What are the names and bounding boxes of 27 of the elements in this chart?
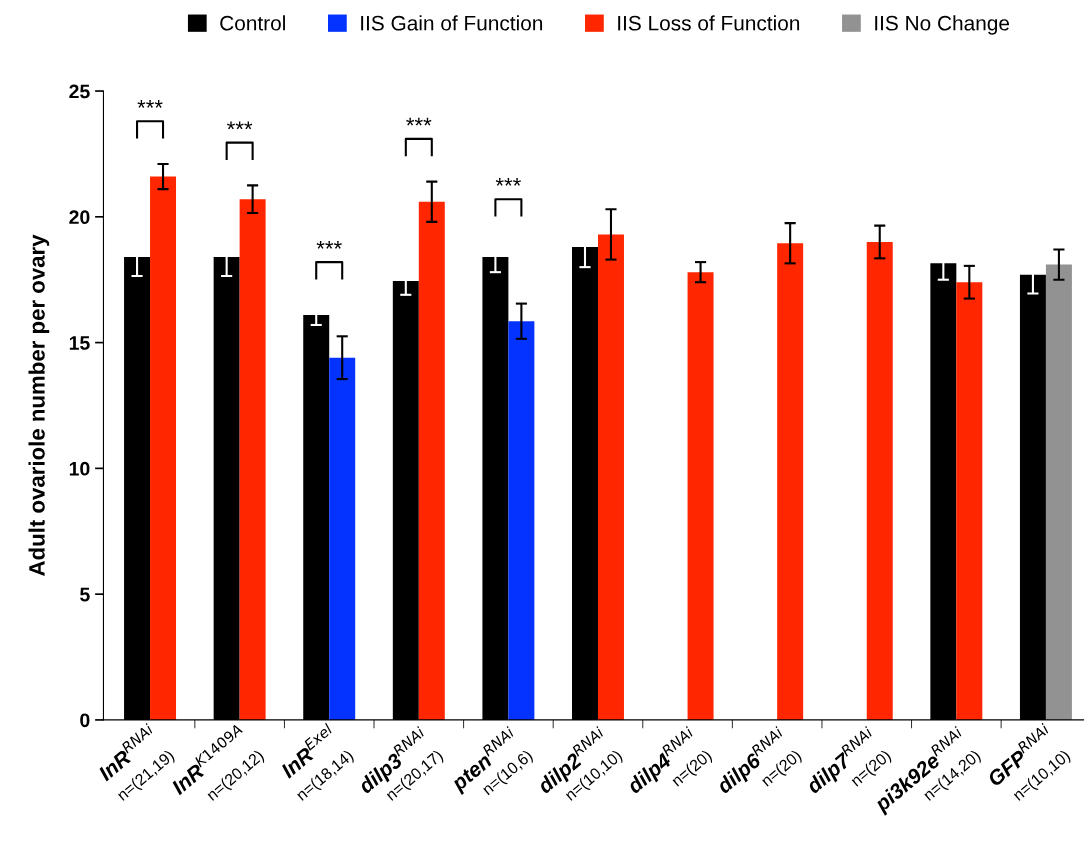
bar xyxy=(1045,264,1072,720)
bar xyxy=(597,234,624,720)
bar xyxy=(777,243,804,720)
legend-label: IIS Gain of Function xyxy=(361,15,543,31)
annotation: *** xyxy=(406,117,432,126)
bar xyxy=(508,321,535,720)
y-tick-label: 15 xyxy=(69,336,90,350)
bar xyxy=(150,176,177,720)
y-tick-label: 20 xyxy=(69,210,90,225)
y-axis-title: Adult ovariole number per ovary xyxy=(28,234,50,576)
y-tick-label: 10 xyxy=(69,461,90,476)
bar xyxy=(329,357,356,720)
legend-label: IIS Loss of Function xyxy=(618,15,800,31)
bar xyxy=(239,199,266,720)
bar xyxy=(956,282,983,720)
annotation: *** xyxy=(495,178,522,186)
annotation: *** xyxy=(137,100,163,108)
y-tick-label: 25 xyxy=(69,84,90,99)
y-tick-label: 0 xyxy=(80,713,90,728)
bar xyxy=(418,201,445,720)
annotation: *** xyxy=(227,121,253,130)
legend-label: Control xyxy=(220,15,285,31)
bar xyxy=(687,272,714,720)
bar xyxy=(866,241,893,720)
y-tick-label: 5 xyxy=(80,587,90,602)
annotation: *** xyxy=(316,240,342,249)
legend-label: IIS No Change xyxy=(875,15,1010,35)
